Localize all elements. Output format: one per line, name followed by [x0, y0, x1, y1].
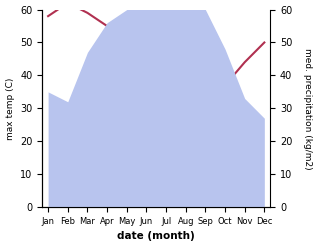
- Y-axis label: med. precipitation (kg/m2): med. precipitation (kg/m2): [303, 48, 313, 169]
- X-axis label: date (month): date (month): [117, 231, 195, 242]
- Y-axis label: max temp (C): max temp (C): [5, 77, 15, 140]
